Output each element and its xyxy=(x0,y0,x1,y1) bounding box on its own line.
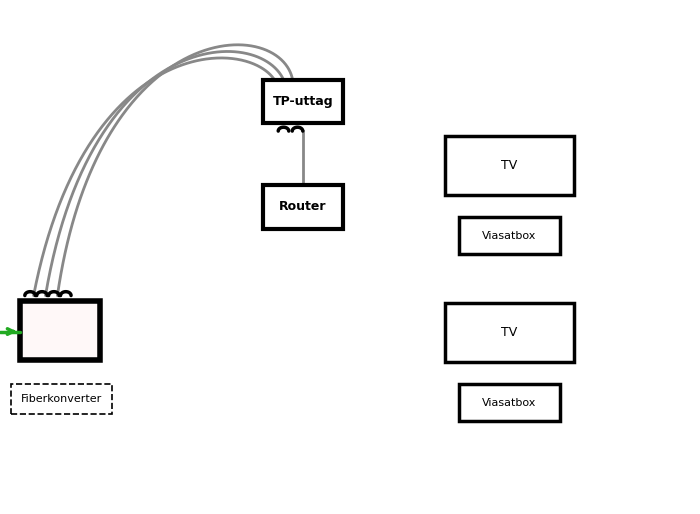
FancyBboxPatch shape xyxy=(10,384,112,414)
FancyBboxPatch shape xyxy=(262,185,343,229)
Text: Viasatbox: Viasatbox xyxy=(482,231,536,241)
FancyBboxPatch shape xyxy=(444,303,574,362)
Text: Router: Router xyxy=(279,200,326,213)
FancyBboxPatch shape xyxy=(262,80,343,123)
FancyBboxPatch shape xyxy=(458,384,560,421)
Text: Viasatbox: Viasatbox xyxy=(482,398,536,408)
Text: TV: TV xyxy=(501,326,517,339)
Text: Fiberkonverter: Fiberkonverter xyxy=(20,394,102,404)
FancyBboxPatch shape xyxy=(458,217,560,254)
Text: TP-uttag: TP-uttag xyxy=(272,95,333,108)
FancyBboxPatch shape xyxy=(20,301,100,360)
Text: TV: TV xyxy=(501,159,517,172)
FancyBboxPatch shape xyxy=(444,136,574,195)
